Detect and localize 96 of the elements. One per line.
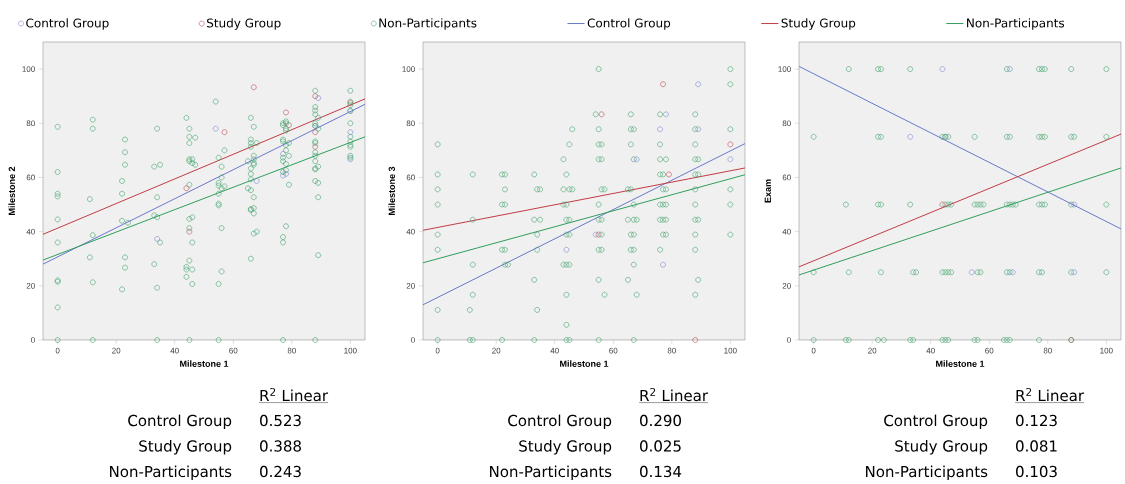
y-tick-label: 60 [782, 174, 791, 181]
point [727, 156, 734, 163]
x-tick-label: 60 [985, 347, 994, 354]
x-tick-label: 20 [112, 347, 121, 354]
x-tick-label: 40 [926, 347, 935, 354]
point [154, 236, 160, 242]
x-tick-label: 0 [55, 347, 60, 354]
text: Control Group [508, 414, 612, 430]
y-tick-label: 20 [782, 282, 791, 289]
text: R$^{2}$ Linear [260, 387, 329, 402]
text: Study Group [519, 440, 612, 455]
x-tick-label: 40 [170, 347, 179, 354]
y-tick-label: 60 [26, 174, 35, 181]
text: 0.123 [1016, 414, 1057, 427]
x-axis-title: Milestone 1 [560, 360, 609, 367]
text: Control Group [128, 414, 232, 430]
point [660, 261, 666, 268]
y-tick-label: 100 [778, 66, 791, 72]
x-tick-label: 20 [868, 347, 877, 354]
text: 0.388 [260, 440, 301, 452]
legend-label: Study Group [781, 18, 856, 30]
text: 0.103 [1016, 465, 1057, 478]
point [253, 178, 260, 184]
point [563, 246, 570, 253]
text: 0.523 [260, 414, 301, 427]
legend-label: Non-Participants [967, 18, 1065, 30]
point [280, 172, 286, 179]
point [727, 141, 734, 148]
legend-label: Control Group [26, 18, 109, 30]
x-tick-label: 100 [344, 347, 357, 354]
y-tick-label: 60 [406, 174, 415, 181]
text: 0.243 [260, 465, 301, 478]
x-tick-label: 100 [1100, 347, 1113, 354]
text: Study Group [139, 440, 232, 455]
x-tick-label: 80 [287, 347, 296, 354]
point [939, 66, 946, 72]
point [907, 134, 914, 140]
text: Study Group [895, 440, 988, 455]
y-tick-label: 40 [406, 228, 415, 235]
text: Non-Participants [110, 465, 232, 481]
x-tick-label: 80 [1043, 347, 1052, 354]
text: 0.134 [640, 465, 682, 478]
x-tick-label: 40 [550, 347, 559, 354]
y-tick-label: 40 [782, 228, 791, 235]
text: Non-Participants [866, 465, 988, 481]
x-axis-title: Milestone 1 [180, 360, 229, 367]
x-tick-label: 0 [811, 347, 816, 354]
y-axis-title: Milestone 2 [8, 166, 16, 215]
y-tick-label: 20 [406, 282, 415, 289]
text: R$^{2}$ Linear [1016, 387, 1085, 402]
y-tick-label: 100 [402, 66, 415, 72]
x-tick-label: 20 [492, 347, 501, 354]
point [312, 144, 319, 150]
y-tick-label: 80 [406, 120, 415, 127]
x-tick-label: 80 [667, 347, 676, 354]
point [598, 111, 605, 118]
y-tick-label: 0 [31, 337, 35, 343]
point [347, 129, 354, 135]
text: 0.025 [640, 440, 681, 452]
point [183, 185, 190, 192]
y-tick-label: 20 [26, 282, 35, 289]
y-tick-label: 100 [22, 66, 35, 72]
x-tick-label: 100 [724, 347, 737, 354]
point [660, 81, 666, 88]
text: R$^{2}$ Linear [640, 387, 709, 402]
text: Non-Participants [490, 465, 612, 481]
point [221, 129, 228, 135]
y-tick-label: 40 [26, 228, 35, 235]
point [280, 151, 286, 157]
y-tick-label: 0 [411, 337, 415, 343]
y-tick-label: 80 [782, 120, 791, 127]
point [666, 171, 672, 178]
legend-label: Study Group [207, 18, 281, 30]
point [283, 109, 289, 116]
x-tick-label: 0 [435, 347, 440, 354]
point [312, 129, 319, 135]
y-axis-title: Exam [764, 179, 771, 203]
x-tick-label: 60 [229, 347, 238, 354]
point [212, 125, 219, 132]
x-axis-title: Milestone 1 [936, 360, 985, 367]
point [657, 126, 663, 133]
point [968, 269, 975, 276]
text: Control Group [884, 414, 988, 430]
y-tick-label: 80 [26, 120, 35, 127]
point [692, 337, 699, 343]
legend-label: Control Group [587, 18, 671, 30]
text: 0.290 [640, 414, 681, 427]
point [663, 111, 669, 118]
point [186, 228, 193, 235]
point [250, 84, 257, 91]
text: 0.081 [1016, 440, 1057, 452]
legend-label: Non-Participants [379, 18, 477, 30]
y-axis-title: Milestone 3 [388, 166, 395, 215]
x-tick-label: 60 [609, 347, 618, 354]
y-tick-label: 0 [787, 337, 791, 343]
point [695, 81, 701, 88]
